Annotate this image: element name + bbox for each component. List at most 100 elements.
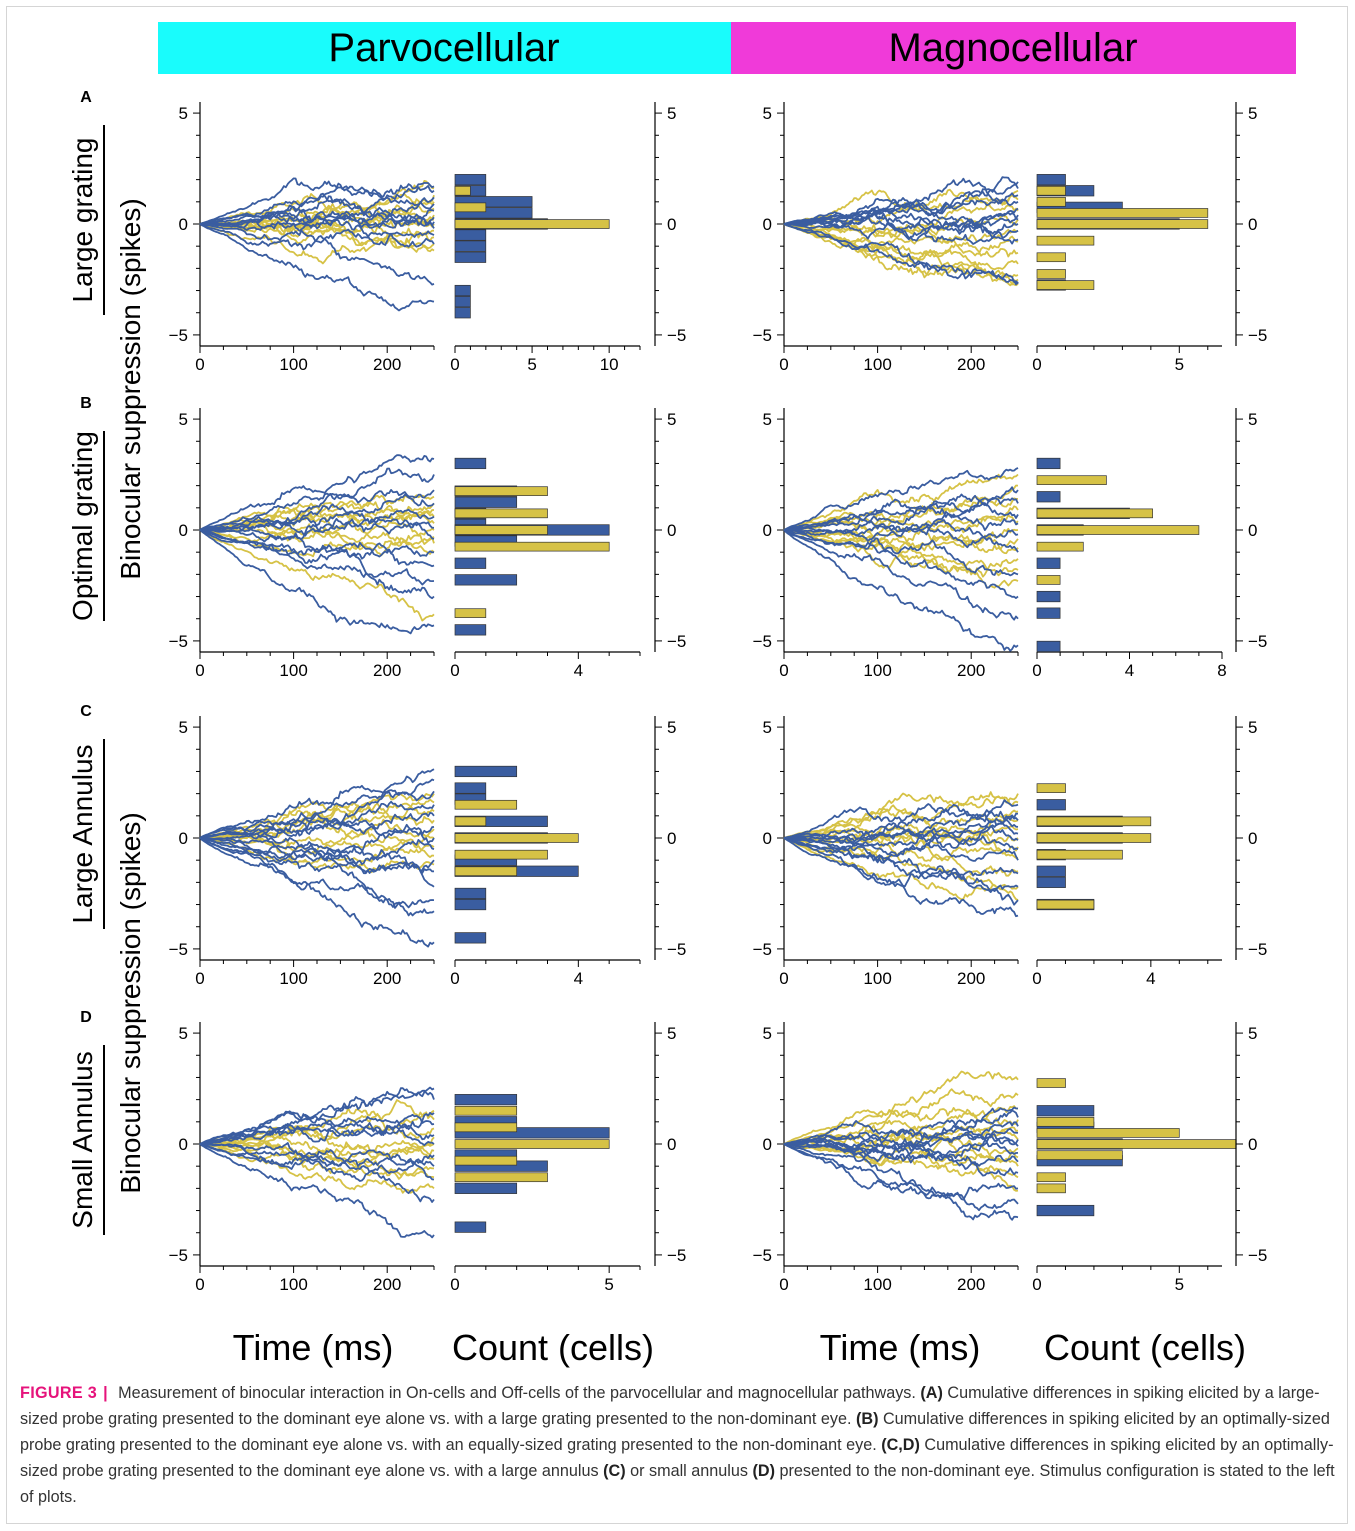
on-cell-trace xyxy=(199,837,435,888)
on-cell-bar xyxy=(1036,491,1061,503)
off-cell-bar xyxy=(1036,575,1061,585)
on-cell-trace xyxy=(199,1143,435,1203)
count-tick-label: 0 xyxy=(1032,969,1041,988)
on-cell-trace xyxy=(199,1143,435,1182)
off-cell-bar xyxy=(1036,197,1066,207)
right-tick-label: −5 xyxy=(1248,940,1267,959)
right-tick-label: 5 xyxy=(667,718,676,737)
y-tick-label: 0 xyxy=(179,215,188,234)
on-cell-bar xyxy=(1036,457,1061,470)
caption-sentence-3: Cumulative differences in spiking elicit… xyxy=(20,1410,1330,1454)
count-tick-label: 5 xyxy=(527,355,536,374)
off-cell-bar xyxy=(1036,816,1152,827)
on-cell-bar xyxy=(1036,1105,1095,1117)
on-cell-trace xyxy=(783,529,1019,652)
on-cell-trace xyxy=(783,1143,1019,1221)
right-tick-label: −5 xyxy=(667,940,686,959)
on-cell-trace xyxy=(199,517,435,535)
y-tick-label: −5 xyxy=(169,326,188,345)
on-cell-trace xyxy=(199,1111,435,1145)
row-stimulus-label: Optimal grating xyxy=(67,431,105,621)
off-cell-bar xyxy=(1036,1117,1095,1127)
off-cell-bar xyxy=(1036,541,1084,552)
on-cell-trace xyxy=(783,529,1019,599)
x-tick-label: 100 xyxy=(863,969,891,988)
on-cell-bar xyxy=(454,1094,518,1106)
off-cell-bar xyxy=(454,849,548,860)
on-cell-trace xyxy=(783,197,1019,227)
on-cell-bar xyxy=(454,1182,518,1194)
y-tick-label: 0 xyxy=(179,521,188,540)
on-cell-bar xyxy=(454,251,487,263)
on-cell-bar xyxy=(454,765,518,778)
count-tick-label: 4 xyxy=(1125,661,1134,680)
stimulus-label-text: Large grating xyxy=(67,137,98,302)
on-cell-trace xyxy=(783,529,1019,621)
x-tick-label: 0 xyxy=(779,969,788,988)
on-cell-trace xyxy=(199,790,435,839)
on-cell-trace xyxy=(783,813,1019,841)
on-cell-trace xyxy=(199,528,435,558)
right-tick-label: 0 xyxy=(667,215,676,234)
on-cell-trace xyxy=(199,1113,435,1145)
stimulus-label-text: Small Annulus xyxy=(67,1051,98,1228)
panel-letter-b: B xyxy=(80,395,92,412)
off-cell-bar xyxy=(1036,1172,1066,1183)
on-cell-trace xyxy=(784,214,1019,241)
caption-sentence-1: Measurement of binocular interaction in … xyxy=(118,1384,916,1402)
right-tick-label: 5 xyxy=(1248,104,1257,123)
y-tick-label: −5 xyxy=(169,632,188,651)
count-tick-label: 0 xyxy=(450,661,459,680)
x-tick-label: 200 xyxy=(373,355,401,374)
x-tick-label: 200 xyxy=(373,661,401,680)
parvo-header-label: Parvocellular xyxy=(328,26,559,70)
x-tick-label: 100 xyxy=(279,355,307,374)
x-tick-label: 200 xyxy=(957,969,985,988)
on-cell-trace xyxy=(783,498,1019,531)
figure-frame xyxy=(6,6,1348,1524)
off-cell-bar xyxy=(1036,252,1066,263)
on-cell-trace xyxy=(783,223,1019,286)
on-cell-bar xyxy=(454,557,487,569)
count-tick-label: 0 xyxy=(1032,1275,1041,1294)
off-cell-trace xyxy=(783,505,1019,534)
count-tick-label: 4 xyxy=(574,661,583,680)
figure-number: FIGURE 3 xyxy=(20,1384,98,1402)
x-axis-labels: Time (ms) Count (cells) Time (ms) Count (ce… xyxy=(233,1327,1246,1368)
on-cell-bar xyxy=(454,296,471,308)
y-axis-label-text: Binocular suppression (spikes) xyxy=(115,198,146,579)
on-cell-trace xyxy=(199,837,435,917)
on-cell-trace xyxy=(199,1125,435,1147)
y-tick-label: 5 xyxy=(763,410,772,429)
count-tick-label: 5 xyxy=(1175,355,1184,374)
right-tick-label: 5 xyxy=(667,410,676,429)
off-cell-trace xyxy=(783,473,1019,531)
y-tick-label: −5 xyxy=(169,940,188,959)
off-cell-bar xyxy=(1036,235,1095,246)
right-tick-label: 0 xyxy=(1248,1135,1257,1154)
parvo-header-band xyxy=(158,22,731,74)
x-tick-label: 100 xyxy=(279,969,307,988)
caption-tag-b: (B) xyxy=(856,1410,879,1428)
on-cell-bar xyxy=(454,932,487,944)
count-tick-label: 4 xyxy=(1146,969,1155,988)
on-cell-bar xyxy=(1036,557,1061,569)
off-cell-bar xyxy=(1036,1139,1237,1149)
panel-letter-d: D xyxy=(80,1009,92,1026)
x-tick-label: 100 xyxy=(863,661,891,680)
y-tick-label: 5 xyxy=(179,410,188,429)
on-cell-bar xyxy=(454,624,487,636)
stimulus-label-text: Large Annulus xyxy=(67,744,98,923)
off-cell-bar xyxy=(1036,783,1066,793)
on-cell-bar xyxy=(454,887,487,900)
on-cell-trace xyxy=(783,1143,1019,1212)
caption-tag-c: (C) xyxy=(603,1462,626,1480)
off-cell-bar xyxy=(454,1139,610,1149)
caption-sentence-4: Cumulative differences in spiking elicit… xyxy=(20,1436,1334,1480)
y-tick-label: 0 xyxy=(763,829,772,848)
off-cell-bar xyxy=(1036,475,1107,485)
y-tick-label: −5 xyxy=(753,940,772,959)
